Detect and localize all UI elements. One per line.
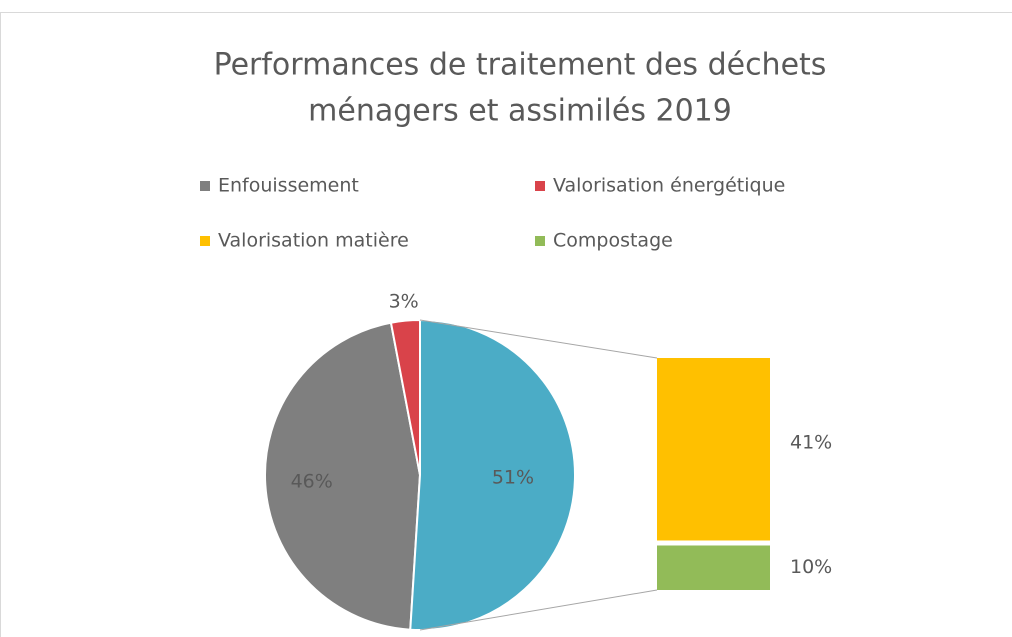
- data-label: 3%: [389, 291, 419, 313]
- connector: [419, 319, 658, 359]
- chart-title: Performances de traitement des déchets: [214, 48, 827, 83]
- legend-label: Valorisation matière: [218, 230, 409, 252]
- chart-border: [0, 12, 1012, 637]
- data-label: 46%: [291, 470, 333, 492]
- data-label: 51%: [492, 466, 534, 488]
- legend-label: Compostage: [553, 230, 673, 252]
- chart-title: ménagers et assimilés 2019: [308, 94, 732, 129]
- legend-swatch: [535, 181, 545, 191]
- bar-segment: [657, 545, 770, 590]
- legend-swatch: [200, 181, 210, 191]
- pie-slice: [263, 321, 422, 631]
- legend-swatch: [535, 236, 545, 246]
- bar-segment: [657, 358, 770, 541]
- data-label: 10%: [790, 556, 832, 578]
- connector: [419, 589, 658, 631]
- legend-label: Valorisation énergétique: [553, 175, 785, 197]
- data-label: 41%: [790, 432, 832, 454]
- legend-swatch: [200, 236, 210, 246]
- legend-label: Enfouissement: [218, 175, 359, 197]
- pie-slice: [409, 318, 576, 631]
